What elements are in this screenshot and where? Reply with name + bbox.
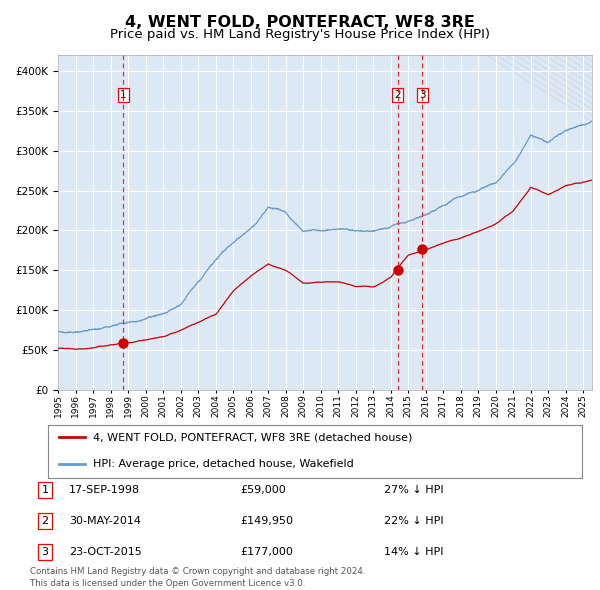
Text: 17-SEP-1998: 17-SEP-1998 xyxy=(69,485,140,495)
Text: Contains HM Land Registry data © Crown copyright and database right 2024.: Contains HM Land Registry data © Crown c… xyxy=(30,568,365,576)
Text: 14% ↓ HPI: 14% ↓ HPI xyxy=(384,547,443,557)
Text: This data is licensed under the Open Government Licence v3.0.: This data is licensed under the Open Gov… xyxy=(30,579,305,588)
Text: 4, WENT FOLD, PONTEFRACT, WF8 3RE: 4, WENT FOLD, PONTEFRACT, WF8 3RE xyxy=(125,15,475,30)
Text: 27% ↓ HPI: 27% ↓ HPI xyxy=(384,485,443,495)
Text: 1: 1 xyxy=(120,90,127,100)
Text: 23-OCT-2015: 23-OCT-2015 xyxy=(69,547,142,557)
Text: £149,950: £149,950 xyxy=(240,516,293,526)
Text: 3: 3 xyxy=(419,90,425,100)
Text: Price paid vs. HM Land Registry's House Price Index (HPI): Price paid vs. HM Land Registry's House … xyxy=(110,28,490,41)
Text: HPI: Average price, detached house, Wakefield: HPI: Average price, detached house, Wake… xyxy=(94,458,354,468)
Text: 2: 2 xyxy=(41,516,49,526)
Text: 30-MAY-2014: 30-MAY-2014 xyxy=(69,516,141,526)
Text: 4, WENT FOLD, PONTEFRACT, WF8 3RE (detached house): 4, WENT FOLD, PONTEFRACT, WF8 3RE (detac… xyxy=(94,432,413,442)
Text: £177,000: £177,000 xyxy=(240,547,293,557)
Text: £59,000: £59,000 xyxy=(240,485,286,495)
Text: 22% ↓ HPI: 22% ↓ HPI xyxy=(384,516,443,526)
Text: 3: 3 xyxy=(41,547,49,557)
Text: 2: 2 xyxy=(395,90,401,100)
Text: 1: 1 xyxy=(41,485,49,495)
